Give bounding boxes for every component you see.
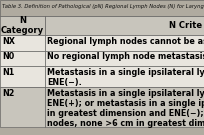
Bar (45, 16, 204, 35)
Text: Table 3. Definition of Pathological (pN) Regional Lymph Nodes (N) for Laryngeal : Table 3. Definition of Pathological (pN)… (2, 4, 204, 9)
Bar (45, 87, 204, 127)
Bar (0, 16, 45, 35)
Text: No regional lymph node metastasis.: No regional lymph node metastasis. (47, 52, 204, 61)
Text: Regional lymph nodes cannot be assessed.: Regional lymph nodes cannot be assessed. (47, 37, 204, 46)
Bar (0, 51, 45, 66)
Bar (45, 66, 204, 87)
Bar (0, 87, 45, 127)
Text: N2: N2 (2, 89, 15, 98)
Bar (0, 66, 45, 87)
Text: N0: N0 (2, 52, 15, 61)
Text: Metastasis in a single ipsilateral lymph noc
ENE(+); or metastasis in a single i: Metastasis in a single ipsilateral lymph… (47, 89, 204, 128)
Bar (45, 35, 204, 51)
Text: N1: N1 (2, 68, 15, 77)
Text: N
Category: N Category (1, 16, 44, 35)
Text: NX: NX (2, 37, 15, 46)
Bar (0, 0, 204, 16)
Text: N Crite: N Crite (169, 21, 202, 30)
Bar (0, 35, 45, 51)
Text: Metastasis in a single ipsilateral lymph noc
ENE(−).: Metastasis in a single ipsilateral lymph… (47, 68, 204, 87)
Bar (45, 51, 204, 66)
